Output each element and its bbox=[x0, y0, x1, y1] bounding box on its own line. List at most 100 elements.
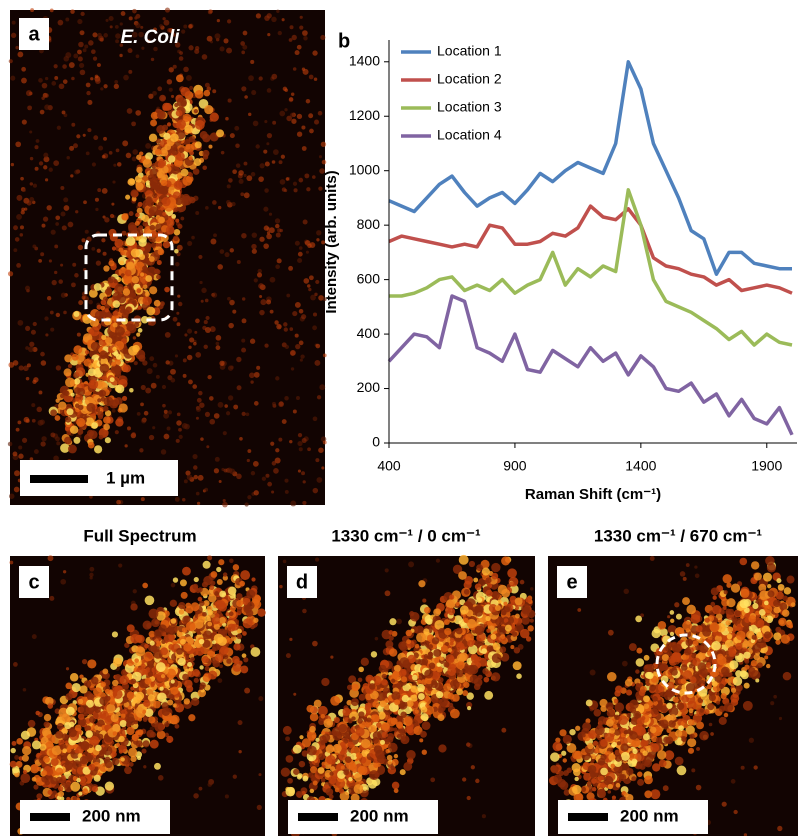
speckle bbox=[171, 214, 176, 219]
figure: a E. Coli 1 µm Full Spectrum 1330 cm⁻¹ /… bbox=[0, 0, 798, 836]
speckle bbox=[251, 172, 256, 177]
speckle bbox=[52, 790, 57, 795]
speckle bbox=[297, 258, 302, 263]
speckle bbox=[30, 182, 33, 185]
speckle bbox=[212, 647, 217, 652]
speckle bbox=[64, 722, 71, 729]
speckle bbox=[134, 322, 139, 327]
speckle bbox=[398, 641, 407, 650]
speckle bbox=[270, 310, 274, 314]
speckle bbox=[272, 402, 276, 406]
speckle bbox=[179, 435, 183, 439]
speckle bbox=[113, 689, 123, 699]
speckle bbox=[182, 674, 189, 681]
speckle bbox=[278, 438, 282, 442]
speckle bbox=[171, 148, 179, 156]
speckle bbox=[492, 642, 500, 650]
speckle bbox=[456, 642, 464, 650]
speckle bbox=[251, 244, 256, 249]
speckle bbox=[487, 621, 492, 626]
speckle bbox=[363, 787, 367, 791]
speckle bbox=[271, 17, 276, 22]
speckle bbox=[40, 420, 45, 425]
speckle bbox=[216, 129, 224, 137]
speckle bbox=[264, 15, 270, 21]
speckle bbox=[69, 62, 75, 68]
speckle bbox=[78, 42, 84, 48]
speckle bbox=[141, 385, 146, 390]
speckle bbox=[76, 778, 80, 782]
speckle bbox=[444, 619, 450, 625]
speckle bbox=[135, 646, 145, 656]
speckle bbox=[136, 707, 143, 714]
speckle bbox=[20, 177, 24, 181]
speckle bbox=[530, 587, 533, 590]
speckle bbox=[313, 781, 318, 786]
speckle bbox=[225, 117, 229, 121]
speckle bbox=[731, 779, 736, 784]
speckle bbox=[130, 189, 138, 197]
speckle bbox=[163, 20, 169, 26]
speckle bbox=[177, 412, 181, 416]
speckle bbox=[207, 36, 213, 42]
speckle bbox=[123, 365, 131, 373]
speckle bbox=[203, 561, 211, 569]
speckle bbox=[92, 32, 97, 37]
speckle bbox=[174, 229, 180, 235]
speckle bbox=[158, 217, 165, 224]
speckle bbox=[200, 682, 206, 688]
speckle bbox=[400, 733, 404, 737]
speckle bbox=[78, 245, 83, 250]
speckle bbox=[159, 185, 168, 194]
speckle bbox=[265, 161, 270, 166]
speckle bbox=[31, 330, 36, 335]
speckle bbox=[149, 256, 155, 262]
speckle bbox=[199, 787, 203, 791]
speckle bbox=[135, 213, 140, 218]
speckle bbox=[243, 618, 253, 628]
speckle bbox=[162, 708, 170, 716]
speckle bbox=[296, 791, 303, 798]
speckle bbox=[310, 713, 319, 722]
speckle bbox=[306, 251, 309, 254]
speckle bbox=[22, 119, 27, 124]
speckle bbox=[175, 262, 179, 266]
speckle bbox=[83, 134, 86, 137]
speckle bbox=[242, 297, 245, 300]
speckle bbox=[241, 51, 245, 55]
speckle bbox=[500, 634, 505, 639]
speckle bbox=[72, 354, 79, 361]
speckle bbox=[66, 748, 71, 753]
speckle bbox=[279, 160, 283, 164]
speckle bbox=[181, 592, 188, 599]
speckle bbox=[136, 155, 141, 160]
speckle bbox=[226, 659, 231, 664]
speckle bbox=[115, 418, 123, 426]
speckle bbox=[321, 678, 329, 686]
speckle bbox=[89, 379, 99, 389]
speckle bbox=[316, 238, 319, 241]
speckle bbox=[97, 726, 102, 731]
speckle bbox=[236, 600, 243, 607]
speckle bbox=[501, 556, 510, 565]
speckle bbox=[188, 24, 193, 29]
speckle bbox=[504, 606, 510, 612]
speckle bbox=[151, 183, 158, 190]
speckle bbox=[169, 67, 174, 72]
speckle bbox=[141, 418, 146, 423]
speckle bbox=[47, 790, 52, 795]
speckle bbox=[189, 136, 195, 142]
speckle bbox=[482, 568, 490, 576]
speckle bbox=[293, 67, 297, 71]
speckle bbox=[292, 311, 297, 316]
speckle bbox=[78, 400, 82, 404]
speckle bbox=[710, 732, 714, 736]
speckle bbox=[121, 713, 126, 718]
speckle bbox=[194, 678, 199, 683]
speckle bbox=[45, 333, 48, 336]
speckle bbox=[254, 490, 259, 495]
speckle bbox=[117, 162, 122, 167]
speckle bbox=[234, 126, 239, 131]
speckle bbox=[403, 762, 412, 771]
speckle bbox=[241, 233, 246, 238]
